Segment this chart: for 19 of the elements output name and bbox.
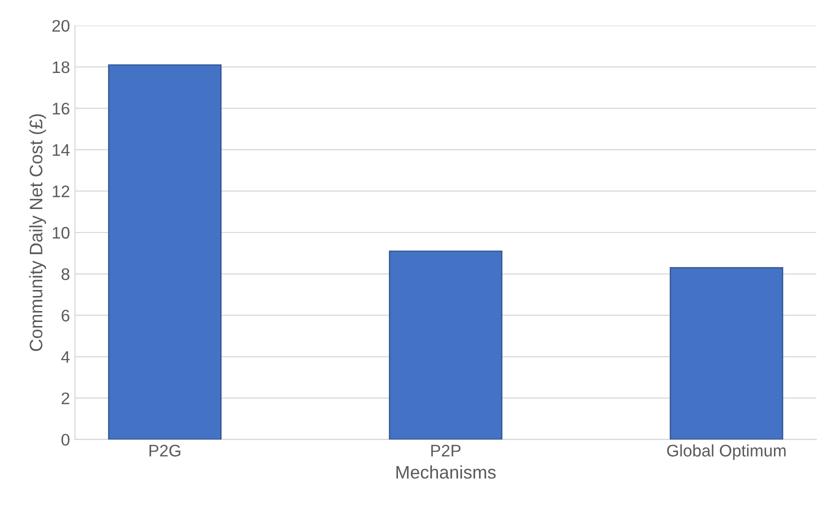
- x-tick-label: P2P: [431, 444, 461, 456]
- x-axis-title: Mechanisms: [396, 465, 496, 479]
- y-tick-label: 16: [52, 102, 70, 115]
- y-tick-label: 12: [52, 186, 70, 198]
- y-tick-label: 14: [52, 144, 70, 156]
- y-tick-label: 18: [52, 61, 70, 74]
- y-tick-label: 6: [62, 310, 70, 322]
- y-tick-label: 4: [61, 351, 70, 363]
- y-tick-label: 8: [62, 268, 70, 280]
- y-tick-label: 20: [52, 20, 70, 32]
- x-tick-label: Global Optimum: [667, 444, 786, 460]
- x-tick-label: P2G: [150, 444, 180, 457]
- bar: [388, 250, 502, 440]
- y-axis-title: Community Daily Net Cost (£): [29, 114, 46, 351]
- bar: [670, 267, 784, 440]
- y-tick-label: 10: [52, 226, 70, 239]
- y-tick-label: 2: [62, 392, 70, 404]
- bar: [108, 64, 222, 440]
- y-tick-label: 0: [61, 434, 70, 446]
